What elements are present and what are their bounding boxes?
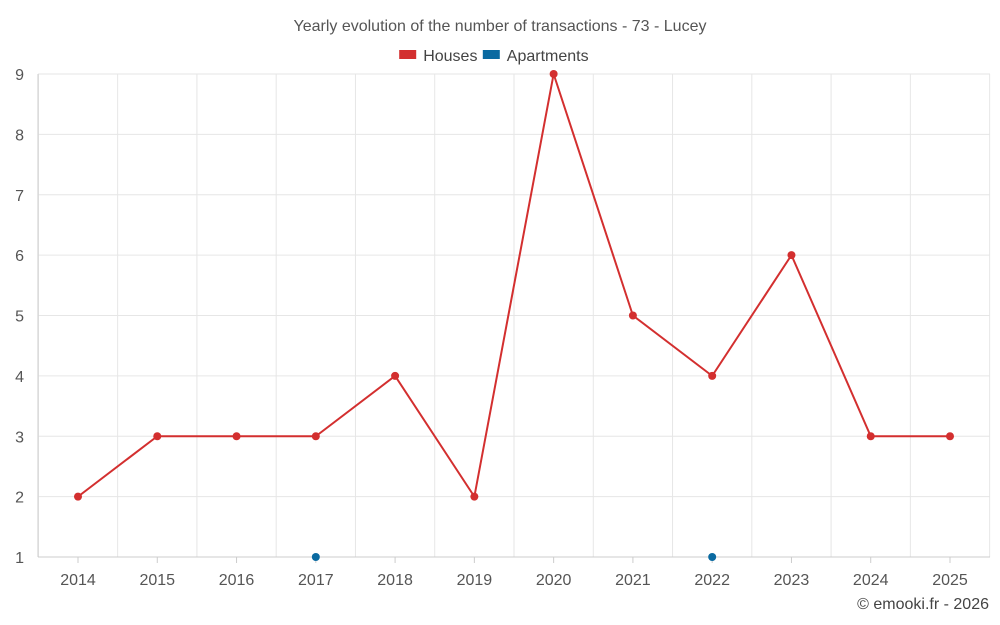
- x-tick-label: 2020: [536, 572, 572, 589]
- chart-credit: © emooki.fr - 2026: [857, 596, 989, 613]
- x-tick-label: 2018: [377, 572, 413, 589]
- series-line-houses: [77, 73, 950, 498]
- grid: [37, 73, 991, 557]
- y-tick-label: 4: [15, 369, 24, 386]
- y-tick-label: 8: [15, 127, 24, 144]
- y-tick-label: 3: [15, 429, 24, 446]
- data-point-houses: [708, 371, 717, 380]
- data-point-houses: [787, 251, 796, 260]
- x-tick-label: 2023: [774, 572, 810, 589]
- data-point-apartments: [708, 553, 717, 561]
- data-point-houses: [311, 432, 320, 441]
- legend-swatch-apartments: [482, 50, 500, 59]
- x-tick-label: 2019: [457, 572, 493, 589]
- x-tick-label: 2022: [694, 572, 730, 589]
- data-point-houses: [470, 492, 479, 501]
- x-tick-label: 2017: [298, 572, 334, 589]
- legend: Houses Apartments: [399, 48, 589, 65]
- data-point-houses: [391, 371, 400, 380]
- x-tick-label: 2024: [853, 572, 889, 589]
- chart-title: Yearly evolution of the number of transa…: [294, 18, 707, 35]
- y-tick-label: 2: [15, 490, 24, 507]
- data-point-houses: [74, 492, 82, 501]
- y-tick-label: 5: [15, 309, 24, 326]
- y-tick-label: 6: [15, 248, 24, 265]
- x-tick-label: 2015: [139, 572, 175, 589]
- data-point-houses: [946, 432, 954, 441]
- y-tick-label: 9: [15, 67, 24, 84]
- data-point-houses: [866, 432, 875, 441]
- data-point-houses: [549, 70, 558, 78]
- legend-label-houses: Houses: [423, 48, 477, 65]
- data-point-houses: [628, 311, 637, 320]
- legend-swatch-houses: [399, 50, 417, 59]
- y-tick-label: 1: [15, 550, 24, 567]
- x-tick-label: 2016: [219, 572, 255, 589]
- y-tick-label: 7: [15, 188, 24, 205]
- series-layer: [74, 70, 954, 561]
- legend-label-apartments: Apartments: [507, 48, 589, 65]
- x-tick-label: 2014: [60, 572, 96, 589]
- x-tick-label: 2025: [932, 572, 968, 589]
- data-point-houses: [153, 432, 162, 441]
- axes: 1 2 3 4 5 6 7 8 9 2014 2015 2016 2017 2018 2019 2020 202…: [15, 67, 990, 589]
- data-point-houses: [232, 432, 241, 441]
- x-tick-label: 2021: [615, 572, 651, 589]
- data-point-apartments: [311, 553, 320, 561]
